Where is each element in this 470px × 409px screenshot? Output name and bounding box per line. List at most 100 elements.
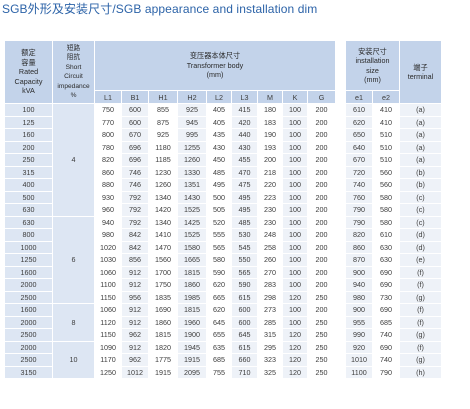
cell-h1: 1815 [148, 328, 178, 342]
cell-rated-capacity: 100 [4, 103, 53, 117]
cell-l2: 590 [206, 265, 232, 279]
dimension-table: 额定 容量 Rated Capacity kVA 短路 阻抗 Short Circuit imp… [4, 40, 442, 379]
cell-terminal: (a) [399, 140, 442, 154]
cell-h2: 1665 [177, 253, 207, 267]
cell-m: 180 [257, 103, 283, 117]
cell-l3: 485 [231, 215, 258, 229]
cell-l1: 940 [94, 215, 122, 229]
cell-b1: 600 [121, 103, 149, 117]
cell-l2: 555 [206, 228, 232, 242]
cell-rated-capacity: 2500 [4, 290, 53, 304]
table-row: 800 980 842 1410 1525 555 530 248 100 200 820 610 (d… [4, 228, 442, 242]
cell-spacer [335, 228, 346, 242]
cell-impedance: 4 [52, 103, 95, 217]
cell-terminal: (b) [399, 165, 442, 179]
cell-e2: 410 [372, 103, 400, 117]
cell-m: 230 [257, 203, 283, 217]
cell-g: 250 [307, 353, 336, 367]
table-row: 500 930 792 1340 1430 500 495 223 100 200 760 580 (c… [4, 190, 442, 204]
table-row: 2000 10 1090 912 1820 1945 635 615 295 120 250 920 6… [4, 340, 442, 379]
cell-spacer [335, 265, 346, 279]
cell-h1: 1820 [148, 340, 178, 354]
cell-l1: 800 [94, 128, 122, 142]
cell-k: 100 [282, 253, 308, 267]
cell-h2: 2095 [177, 365, 207, 379]
cell-spacer [335, 103, 346, 117]
cell-l3: 660 [231, 353, 258, 367]
cell-h2: 1945 [177, 340, 207, 354]
cell-m: 283 [257, 278, 283, 292]
cell-h2: 1900 [177, 328, 207, 342]
cell-h1: 875 [148, 115, 178, 129]
table-row: 2000 1100 912 1750 1860 620 590 283 100 200 940 690… [4, 278, 442, 292]
cell-g: 200 [307, 265, 336, 279]
cell-l1: 780 [94, 140, 122, 154]
cell-l3: 615 [231, 340, 258, 354]
header-rated-capacity: 额定 容量 Rated Capacity kVA [4, 40, 53, 104]
table-row: 2000 1120 912 1860 1960 645 600 285 100 250 955 685… [4, 315, 442, 329]
cell-l2: 620 [206, 278, 232, 292]
cell-e2: 690 [372, 278, 400, 292]
cell-e2: 580 [372, 190, 400, 204]
cell-terminal: (a) [399, 115, 442, 129]
cell-m: 200 [257, 153, 283, 167]
cell-k: 100 [282, 265, 308, 279]
cell-l3: 530 [231, 228, 258, 242]
cell-h1: 1180 [148, 140, 178, 154]
table-row: 1600 8 1060 912 1690 1815 620 600 273 100 200 900 69… [4, 303, 442, 342]
cell-e1: 920 [345, 340, 373, 354]
cell-b1: 696 [121, 153, 149, 167]
cell-b1: 856 [121, 253, 149, 267]
cell-b1: 842 [121, 228, 149, 242]
cell-impedance: 10 [52, 340, 95, 379]
cell-terminal: (a) [399, 103, 442, 117]
cell-g: 200 [307, 153, 336, 167]
cell-e2: 560 [372, 165, 400, 179]
table-row: 630 960 792 1420 1525 505 495 230 100 200 790 580 (c… [4, 203, 442, 217]
cell-g: 200 [307, 115, 336, 129]
cell-rated-capacity: 125 [4, 115, 53, 129]
cell-l2: 500 [206, 190, 232, 204]
table-row: 1250 1030 856 1560 1665 580 550 260 100 200 870 630… [4, 253, 442, 267]
cell-e2: 610 [372, 228, 400, 242]
cell-l2: 620 [206, 303, 232, 317]
cell-h2: 925 [177, 103, 207, 117]
cell-terminal: (c) [399, 190, 442, 204]
cell-l3: 645 [231, 328, 258, 342]
cell-h2: 1815 [177, 265, 207, 279]
cell-k: 100 [282, 240, 308, 254]
cell-e2: 740 [372, 328, 400, 342]
table-body: 100 4 750 600 855 925 405 415 180 100 200 610 410 (a)… [4, 103, 442, 379]
cell-l1: 1150 [94, 290, 122, 304]
cell-l2: 405 [206, 103, 232, 117]
cell-l3: 545 [231, 240, 258, 254]
cell-k: 120 [282, 340, 308, 354]
cell-rated-capacity: 1000 [4, 240, 53, 254]
cell-e2: 630 [372, 240, 400, 254]
cell-l3: 590 [231, 278, 258, 292]
cell-g: 200 [307, 140, 336, 154]
cell-l2: 435 [206, 128, 232, 142]
cell-l2: 485 [206, 165, 232, 179]
cell-terminal: (a) [399, 153, 442, 167]
cell-k: 120 [282, 353, 308, 367]
cell-e2: 790 [372, 365, 400, 379]
cell-e1: 740 [345, 178, 373, 192]
cell-b1: 842 [121, 240, 149, 254]
cell-rated-capacity: 630 [4, 203, 53, 217]
cell-l3: 455 [231, 153, 258, 167]
cell-e1: 790 [345, 215, 373, 229]
cell-spacer [335, 253, 346, 267]
cell-e2: 690 [372, 303, 400, 317]
cell-l1: 1100 [94, 278, 122, 292]
cell-e1: 900 [345, 265, 373, 279]
cell-h1: 1750 [148, 278, 178, 292]
cell-g: 250 [307, 290, 336, 304]
cell-k: 100 [282, 115, 308, 129]
cell-e1: 790 [345, 203, 373, 217]
cell-l2: 635 [206, 340, 232, 354]
cell-g: 200 [307, 190, 336, 204]
column-header-e1: e1 [345, 90, 373, 104]
cell-spacer [335, 190, 346, 204]
cell-e1: 990 [345, 328, 373, 342]
